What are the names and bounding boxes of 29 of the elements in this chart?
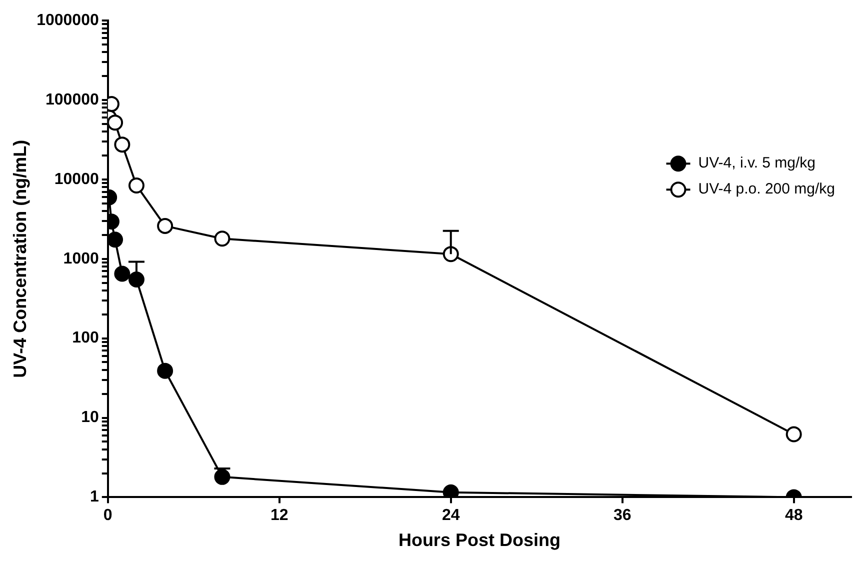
y-tick-label: 100000	[46, 91, 99, 108]
point	[108, 232, 124, 248]
x-tick-label: 12	[270, 507, 288, 524]
y-tick-label: 100	[72, 330, 99, 347]
point	[108, 114, 124, 131]
point	[114, 136, 130, 153]
point	[128, 272, 144, 288]
point	[114, 266, 130, 282]
x-tick-label: 36	[613, 507, 632, 524]
point	[442, 484, 459, 498]
x-axis-title: Hours Post Dosing	[398, 530, 560, 550]
point	[442, 246, 459, 262]
point	[157, 218, 174, 234]
legend-label: UV-4, i.v. 5 mg/kg	[698, 154, 816, 172]
point	[157, 362, 174, 379]
point	[786, 426, 802, 442]
x-tick-label: 48	[784, 507, 803, 524]
y-tick-label: 10	[81, 409, 99, 426]
y-tick-label: 10000	[54, 170, 99, 188]
y-axis-title: UV-4 Concentration (ng/mL)	[10, 140, 30, 378]
x-tick-label: 0	[103, 507, 112, 524]
point	[214, 230, 230, 247]
x-tick-label: 24	[442, 507, 460, 524]
legend-label: UV-4 p.o. 200 mg/kg	[698, 180, 836, 198]
y-tick-label: 1000	[63, 250, 99, 268]
point	[214, 468, 230, 485]
point	[128, 177, 144, 194]
y-tick-label: 1000000	[36, 12, 99, 30]
y-tick-label: 1	[90, 488, 99, 506]
